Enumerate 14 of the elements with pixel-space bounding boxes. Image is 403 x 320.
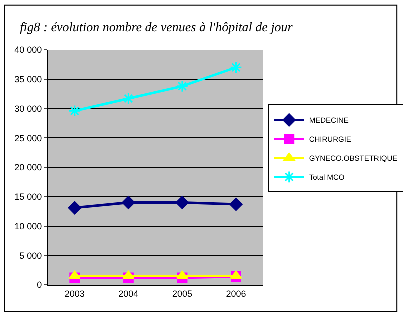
chart-title: fig8 : évolution nombre de venues à l'hôpital de jour <box>20 20 294 34</box>
y-tick-label: 10 000 <box>14 221 42 232</box>
x-tick-label: 2004 <box>118 288 139 299</box>
y-tick-label: 40 000 <box>14 45 42 56</box>
y-tick-label: 0 <box>37 280 42 290</box>
y-tick-label: 15 000 <box>14 192 42 202</box>
y-tick-label: 35 000 <box>14 74 42 85</box>
y-tick-label: 5 000 <box>20 250 42 261</box>
x-tick-label: 2006 <box>226 288 246 299</box>
y-tick-label: 20 000 <box>14 162 42 173</box>
y-tick-label: 30 000 <box>14 104 42 114</box>
y-tick-label: 25 000 <box>14 133 42 144</box>
x-tick-label: 2003 <box>64 288 85 299</box>
x-tick-label: 2005 <box>172 288 192 299</box>
